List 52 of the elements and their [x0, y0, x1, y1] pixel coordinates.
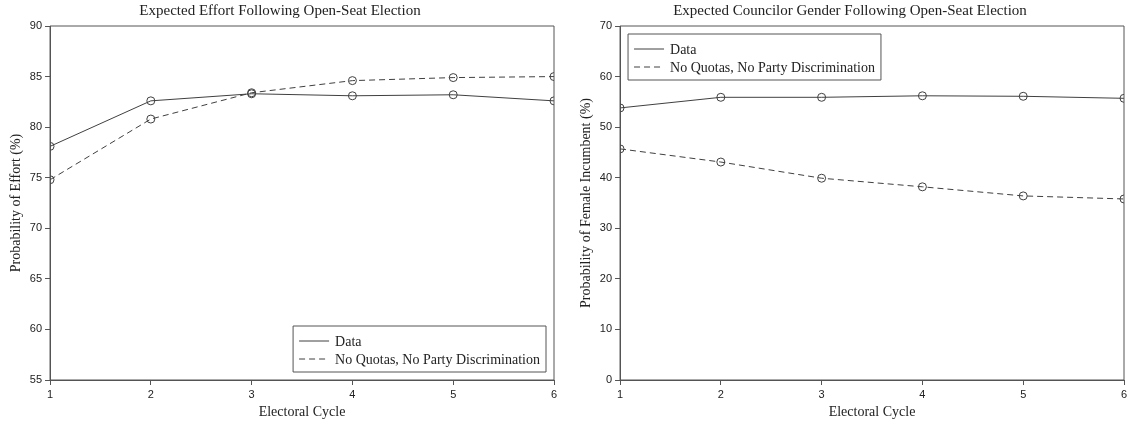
legend-label: Data: [335, 333, 363, 349]
x-tick-label: 1: [616, 387, 624, 400]
y-tick-label: 60: [599, 69, 613, 82]
point: [716, 92, 726, 102]
x-tick-label: 2: [717, 387, 724, 400]
point: [716, 157, 726, 167]
y-tick-label: 55: [29, 373, 43, 386]
x-tick-label: 4: [919, 387, 926, 400]
point: [1018, 91, 1028, 101]
x-axis-title: Electoral Cycle: [828, 404, 916, 420]
y-axis-title: Probability of Female Incumbent (%): [578, 97, 595, 308]
point: [347, 76, 357, 86]
y-axis-title: Probability of Effort (%): [8, 133, 25, 273]
point: [817, 92, 827, 102]
y-tick-label: 60: [29, 322, 43, 335]
x-tick-label: 1: [46, 387, 54, 400]
y-tick-label: 70: [29, 221, 43, 234]
x-tick-label: 6: [1120, 387, 1128, 400]
y-tick-label: 50: [599, 120, 613, 133]
y-tick-label: 10: [599, 322, 613, 335]
legend-label: No Quotas, No Party Discrimination: [670, 59, 875, 75]
point: [347, 91, 357, 101]
legend-label: No Quotas, No Party Discrimination: [335, 351, 540, 367]
y-tick-label: 30: [599, 221, 613, 234]
y-tick-label: 40: [599, 170, 613, 183]
chart-title: Expected Effort Following Open-Seat Election: [139, 1, 422, 18]
y-tick-label: 75: [29, 170, 43, 183]
point: [146, 114, 156, 124]
chart-title: Expected Councilor Gender Following Open-Seat Election: [673, 1, 1028, 18]
point: [1018, 191, 1028, 201]
y-tick-label: 70: [599, 19, 613, 32]
x-tick-label: 3: [248, 387, 255, 400]
x-tick-label: 3: [818, 387, 825, 400]
x-tick-label: 2: [147, 387, 154, 400]
point: [448, 73, 458, 83]
y-tick-label: 90: [29, 19, 43, 32]
y-tick-label: 65: [29, 271, 43, 284]
point: [917, 182, 927, 192]
legend-label: Data: [670, 41, 698, 57]
y-tick-label: 80: [29, 120, 43, 133]
x-tick-label: 5: [450, 387, 457, 400]
y-tick-label: 0: [605, 373, 613, 386]
x-tick-label: 4: [349, 387, 356, 400]
x-tick-label: 6: [550, 387, 558, 400]
point: [917, 91, 927, 101]
y-tick-label: 85: [29, 69, 43, 82]
y-tick-label: 20: [599, 271, 613, 284]
point: [448, 90, 458, 100]
point: [146, 96, 156, 106]
x-tick-label: 5: [1020, 387, 1027, 400]
point: [817, 173, 827, 183]
x-axis-title: Electoral Cycle: [258, 404, 346, 420]
